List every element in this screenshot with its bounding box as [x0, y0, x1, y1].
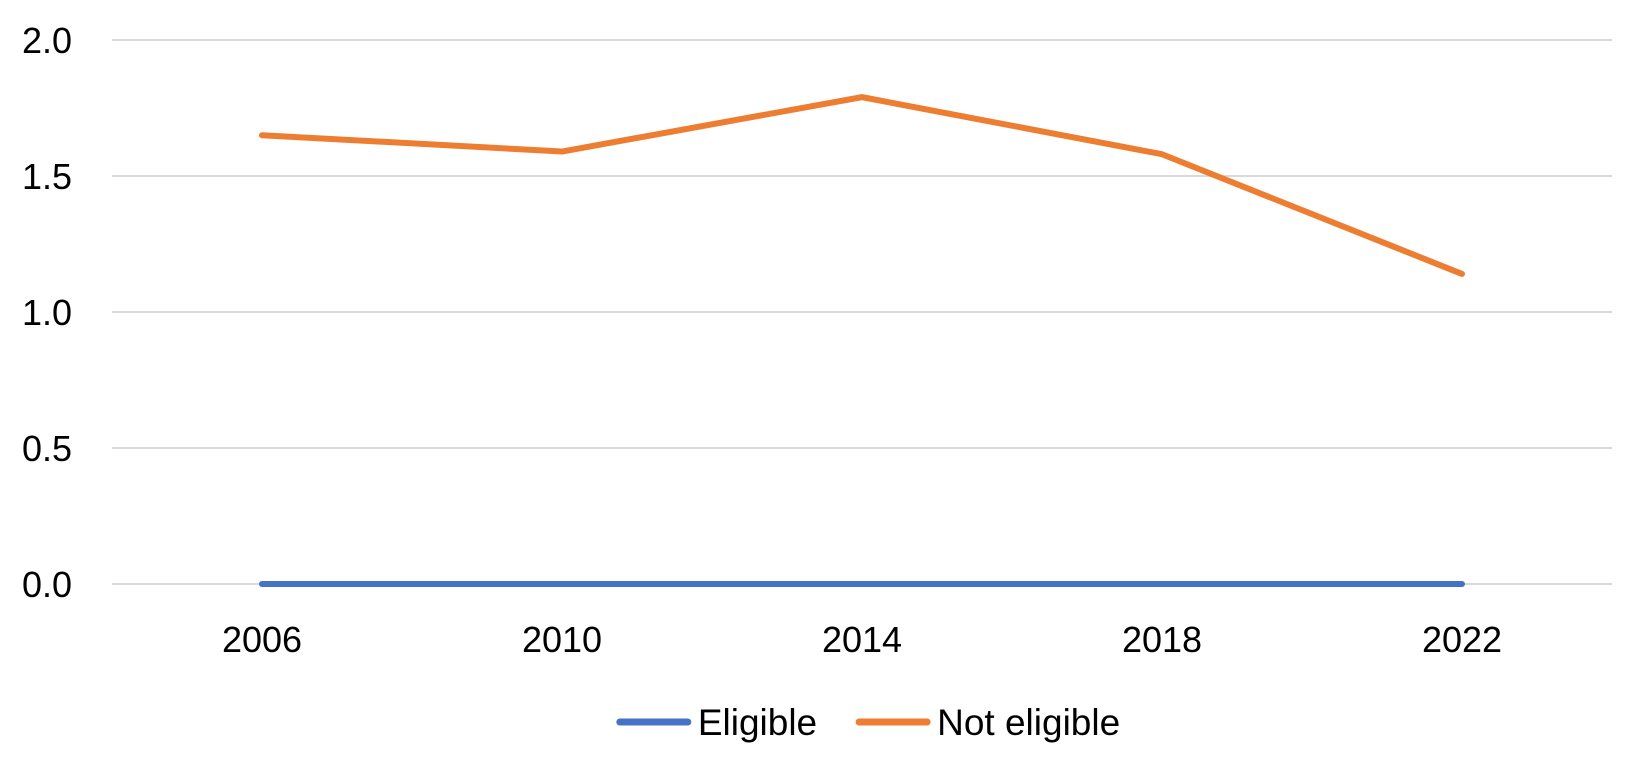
y-axis-tick-labels: 0.0 0.5 1.0 1.5 2.0 [22, 20, 72, 605]
legend-item-eligible: Eligible [616, 702, 817, 743]
x-tick-label: 2018 [1122, 619, 1202, 660]
x-tick-label: 2022 [1422, 619, 1502, 660]
legend-item-not-eligible: Not eligible [855, 702, 1120, 743]
legend: Eligible Not eligible [616, 702, 1120, 743]
gridlines [112, 39, 1612, 585]
y-tick-label: 1.0 [22, 292, 72, 333]
series-line-not-eligible [259, 94, 1465, 277]
y-tick-label: 0.0 [22, 564, 72, 605]
legend-label: Not eligible [937, 702, 1120, 743]
series-lines [259, 94, 1465, 587]
x-axis-tick-labels: 2006 2010 2014 2018 2022 [222, 619, 1502, 660]
x-tick-label: 2014 [822, 619, 902, 660]
y-tick-label: 1.5 [22, 156, 72, 197]
y-tick-label: 2.0 [22, 20, 72, 61]
x-tick-label: 2010 [522, 619, 602, 660]
legend-label: Eligible [698, 702, 817, 743]
x-tick-label: 2006 [222, 619, 302, 660]
y-tick-label: 0.5 [22, 428, 72, 469]
